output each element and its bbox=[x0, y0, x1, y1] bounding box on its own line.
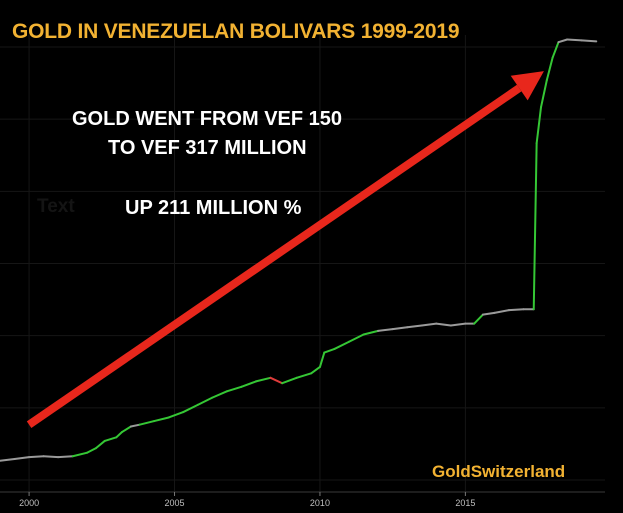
arrow-shaft bbox=[26, 84, 522, 428]
price-segment bbox=[28, 455, 45, 459]
x-axis-tick-label: 2010 bbox=[310, 498, 330, 508]
price-segment bbox=[545, 56, 554, 82]
price-segment bbox=[153, 416, 170, 423]
price-segment bbox=[281, 376, 298, 385]
price-segment bbox=[196, 396, 214, 406]
price-segment bbox=[318, 351, 326, 368]
price-segment bbox=[540, 79, 548, 109]
price-segment bbox=[333, 340, 351, 350]
price-segment bbox=[391, 326, 409, 331]
price-segment bbox=[42, 455, 60, 459]
price-segment bbox=[362, 329, 380, 336]
price-series bbox=[0, 38, 598, 462]
placeholder-text: Text bbox=[37, 196, 75, 217]
price-segment bbox=[167, 411, 185, 419]
price-segment bbox=[551, 41, 560, 59]
trend-arrow bbox=[26, 71, 544, 428]
price-segment bbox=[310, 365, 321, 375]
price-segment bbox=[435, 322, 452, 327]
price-segment bbox=[129, 423, 141, 428]
x-axis: 2000 2005 2010 2015 bbox=[0, 491, 605, 508]
price-segment bbox=[182, 403, 199, 414]
annotation-line-2: TO VEF 317 MILLION bbox=[108, 137, 307, 159]
price-segment bbox=[473, 313, 484, 325]
price-segment bbox=[86, 447, 97, 454]
x-axis-tick-label: 2000 bbox=[19, 498, 39, 508]
price-segment bbox=[211, 390, 228, 399]
price-segment bbox=[225, 385, 243, 393]
price-segment bbox=[254, 376, 272, 383]
price-segment bbox=[348, 333, 365, 343]
price-segment bbox=[481, 311, 496, 316]
price-segment bbox=[323, 347, 336, 354]
x-axis-tick-label: 2005 bbox=[165, 498, 185, 508]
chart-title: GOLD IN VENEZUELAN BOLIVARS 1999-2019 bbox=[12, 20, 460, 43]
price-segment bbox=[269, 376, 284, 385]
annotation-line-3: UP 211 MILLION % bbox=[125, 197, 302, 219]
price-segment bbox=[103, 436, 118, 442]
price-segment bbox=[406, 324, 423, 329]
price-segment bbox=[420, 322, 438, 327]
price-segment bbox=[13, 456, 31, 460]
price-segment bbox=[532, 142, 538, 311]
price-segment bbox=[566, 38, 583, 42]
price-segment bbox=[557, 38, 569, 44]
price-segment bbox=[377, 328, 394, 332]
price-segment bbox=[0, 457, 16, 462]
price-segment bbox=[580, 39, 598, 43]
price-segment bbox=[138, 420, 156, 426]
price-segment bbox=[240, 380, 257, 388]
price-segment bbox=[57, 455, 74, 459]
price-segment bbox=[115, 430, 124, 439]
grid-lines bbox=[0, 35, 605, 492]
annotation-line-1: GOLD WENT FROM VEF 150 bbox=[72, 108, 343, 130]
price-segment bbox=[121, 425, 132, 433]
arrow-head bbox=[510, 71, 544, 101]
price-segment bbox=[493, 309, 511, 314]
price-segment bbox=[71, 451, 89, 458]
price-segment bbox=[295, 372, 313, 379]
price-segment bbox=[449, 322, 467, 327]
price-segment bbox=[508, 308, 525, 312]
brand-watermark: GoldSwitzerland bbox=[432, 462, 566, 481]
price-segment bbox=[94, 439, 106, 450]
x-axis-tick-label: 2015 bbox=[455, 498, 475, 508]
price-segment bbox=[535, 106, 543, 145]
